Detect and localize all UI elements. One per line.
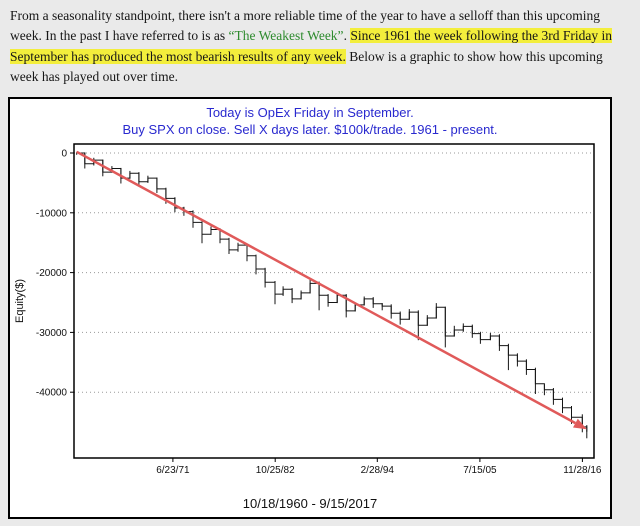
page: From a seasonality standpoint, there isn… <box>0 6 640 519</box>
chart-title-line1: Today is OpEx Friday in September. <box>206 105 414 120</box>
chart-title-line2: Buy SPX on close. Sell X days later. $10… <box>122 122 498 137</box>
y-tick-label: -40000 <box>36 388 68 399</box>
plot-border <box>73 143 595 459</box>
trend-line <box>76 150 576 425</box>
equity-chart: 0 -10000 -20000 -30000 -40000 6/23/71 10/25/82… <box>14 143 602 476</box>
equity-curve <box>76 151 588 439</box>
intro-text-1: From a seasonality standpoint, there isn… <box>10 8 601 44</box>
x-tick-label: 2/28/94 <box>361 465 395 476</box>
y-tick-label: 0 <box>61 148 67 159</box>
intro-text-2: . <box>343 28 351 44</box>
weakest-week-link[interactable]: “The Weakest Week” <box>228 28 344 44</box>
chart-date-range: 10/18/1960 - 9/15/2017 <box>242 496 378 511</box>
x-tick-label: 6/23/71 <box>156 465 190 476</box>
trend-arrowhead <box>573 418 587 430</box>
y-tick-label: -10000 <box>36 208 68 219</box>
intro-paragraph: From a seasonality standpoint, there isn… <box>10 6 628 87</box>
chart-panel: Today is OpEx Friday in September. Buy S… <box>8 97 612 519</box>
y-axis-label: Equity($) <box>14 279 26 323</box>
x-tick-label: 11/28/16 <box>563 465 602 476</box>
x-tick-label: 10/25/82 <box>256 465 295 476</box>
intro-text-3: Below is a graphic to show how this upco… <box>10 48 603 84</box>
x-tick-label: 7/15/05 <box>463 465 497 476</box>
y-tick-label: -20000 <box>36 268 68 279</box>
y-tick-label: -30000 <box>36 328 68 339</box>
